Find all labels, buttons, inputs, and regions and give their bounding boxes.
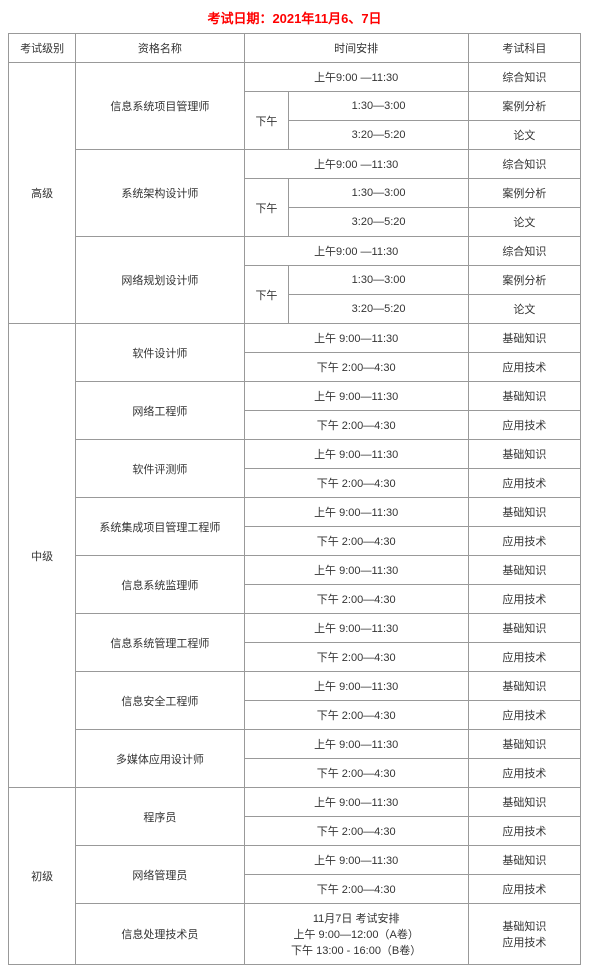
qual-m7: 信息安全工程师 — [76, 672, 244, 730]
cell-session-pm: 下午 — [244, 92, 289, 150]
qual-j3: 信息处理技术员 — [76, 904, 244, 965]
cell-time: 下午 2:00—4:30 — [244, 411, 468, 440]
cell-subject: 基础知识 — [468, 730, 580, 759]
cell-subject: 案例分析 — [468, 179, 580, 208]
cell-time: 下午 2:00—4:30 — [244, 875, 468, 904]
qual-s2: 系统架构设计师 — [76, 150, 244, 237]
cell-subject: 基础知识 — [468, 614, 580, 643]
subj-line2: 应用技术 — [471, 934, 578, 950]
cell-subject: 基础知识 — [468, 556, 580, 585]
cell-subject: 基础知识 — [468, 672, 580, 701]
qual-m1: 软件设计师 — [76, 324, 244, 382]
header-row: 考试级别 资格名称 时间安排 考试科目 — [9, 34, 581, 63]
qual-m6: 信息系统管理工程师 — [76, 614, 244, 672]
cell-time: 上午 9:00—11:30 — [244, 730, 468, 759]
qual-m2: 网络工程师 — [76, 382, 244, 440]
cell-subject: 应用技术 — [468, 411, 580, 440]
cell-time: 上午 9:00—11:30 — [244, 556, 468, 585]
cell-subject: 综合知识 — [468, 63, 580, 92]
cell-subject: 基础知识 — [468, 324, 580, 353]
cell-subject: 应用技术 — [468, 527, 580, 556]
cell-time: 上午 9:00—11:30 — [244, 672, 468, 701]
header-subject: 考试科目 — [468, 34, 580, 63]
info-line3: 下午 13:00 - 16:00（B卷） — [247, 942, 466, 958]
level-junior: 初级 — [9, 788, 76, 965]
cell-time: 下午 2:00—4:30 — [244, 585, 468, 614]
cell-subject: 应用技术 — [468, 353, 580, 382]
cell-time: 上午9:00 —11:30 — [244, 237, 468, 266]
cell-time: 下午 2:00—4:30 — [244, 527, 468, 556]
cell-subject: 论文 — [468, 208, 580, 237]
subj-line1: 基础知识 — [471, 918, 578, 934]
cell-subject: 论文 — [468, 295, 580, 324]
cell-subject: 综合知识 — [468, 237, 580, 266]
header-level: 考试级别 — [9, 34, 76, 63]
cell-subject: 应用技术 — [468, 759, 580, 788]
cell-time: 1:30—3:00 — [289, 92, 468, 121]
header-qualification: 资格名称 — [76, 34, 244, 63]
cell-subject: 论文 — [468, 121, 580, 150]
qual-s1: 信息系统项目管理师 — [76, 63, 244, 150]
cell-subject: 综合知识 — [468, 150, 580, 179]
cell-time: 下午 2:00—4:30 — [244, 643, 468, 672]
level-mid: 中级 — [9, 324, 76, 788]
cell-time: 上午 9:00—11:30 — [244, 440, 468, 469]
cell-time: 下午 2:00—4:30 — [244, 701, 468, 730]
cell-subject-multi: 基础知识 应用技术 — [468, 904, 580, 965]
cell-subject: 应用技术 — [468, 469, 580, 498]
exam-date-title: 考试日期：2021年11月6、7日 — [8, 8, 581, 27]
cell-time: 1:30—3:00 — [289, 179, 468, 208]
cell-subject: 应用技术 — [468, 585, 580, 614]
info-line2: 上午 9:00—12:00（A卷） — [247, 926, 466, 942]
cell-time: 3:20—5:20 — [289, 208, 468, 237]
header-schedule: 时间安排 — [244, 34, 468, 63]
cell-time: 上午 9:00—11:30 — [244, 614, 468, 643]
cell-time: 上午9:00 —11:30 — [244, 63, 468, 92]
cell-time: 3:20—5:20 — [289, 121, 468, 150]
cell-subject: 应用技术 — [468, 701, 580, 730]
qual-j2: 网络管理员 — [76, 846, 244, 904]
cell-subject: 基础知识 — [468, 440, 580, 469]
cell-time: 上午 9:00—11:30 — [244, 324, 468, 353]
cell-time: 上午 9:00—11:30 — [244, 788, 468, 817]
qual-m3: 软件评测师 — [76, 440, 244, 498]
cell-subject: 应用技术 — [468, 817, 580, 846]
level-senior: 高级 — [9, 63, 76, 324]
cell-time: 上午 9:00—11:30 — [244, 846, 468, 875]
exam-schedule-table: 考试级别 资格名称 时间安排 考试科目 高级 信息系统项目管理师 上午9:00 … — [8, 33, 581, 965]
cell-time: 3:20—5:20 — [289, 295, 468, 324]
cell-subject: 基础知识 — [468, 846, 580, 875]
cell-subject: 基础知识 — [468, 498, 580, 527]
cell-time: 下午 2:00—4:30 — [244, 759, 468, 788]
cell-subject: 案例分析 — [468, 266, 580, 295]
cell-time: 下午 2:00—4:30 — [244, 817, 468, 846]
cell-session-pm: 下午 — [244, 179, 289, 237]
cell-subject: 案例分析 — [468, 92, 580, 121]
qual-s3: 网络规划设计师 — [76, 237, 244, 324]
cell-time: 1:30—3:00 — [289, 266, 468, 295]
cell-time: 下午 2:00—4:30 — [244, 353, 468, 382]
qual-m4: 系统集成项目管理工程师 — [76, 498, 244, 556]
qual-j1: 程序员 — [76, 788, 244, 846]
cell-time-multi: 11月7日 考试安排 上午 9:00—12:00（A卷） 下午 13:00 - … — [244, 904, 468, 965]
cell-subject: 应用技术 — [468, 643, 580, 672]
qual-m5: 信息系统监理师 — [76, 556, 244, 614]
cell-subject: 基础知识 — [468, 382, 580, 411]
cell-subject: 基础知识 — [468, 788, 580, 817]
cell-time: 下午 2:00—4:30 — [244, 469, 468, 498]
cell-session-pm: 下午 — [244, 266, 289, 324]
cell-time: 上午 9:00—11:30 — [244, 382, 468, 411]
cell-time: 上午9:00 —11:30 — [244, 150, 468, 179]
cell-time: 上午 9:00—11:30 — [244, 498, 468, 527]
qual-m8: 多媒体应用设计师 — [76, 730, 244, 788]
cell-subject: 应用技术 — [468, 875, 580, 904]
info-line1: 11月7日 考试安排 — [247, 910, 466, 926]
